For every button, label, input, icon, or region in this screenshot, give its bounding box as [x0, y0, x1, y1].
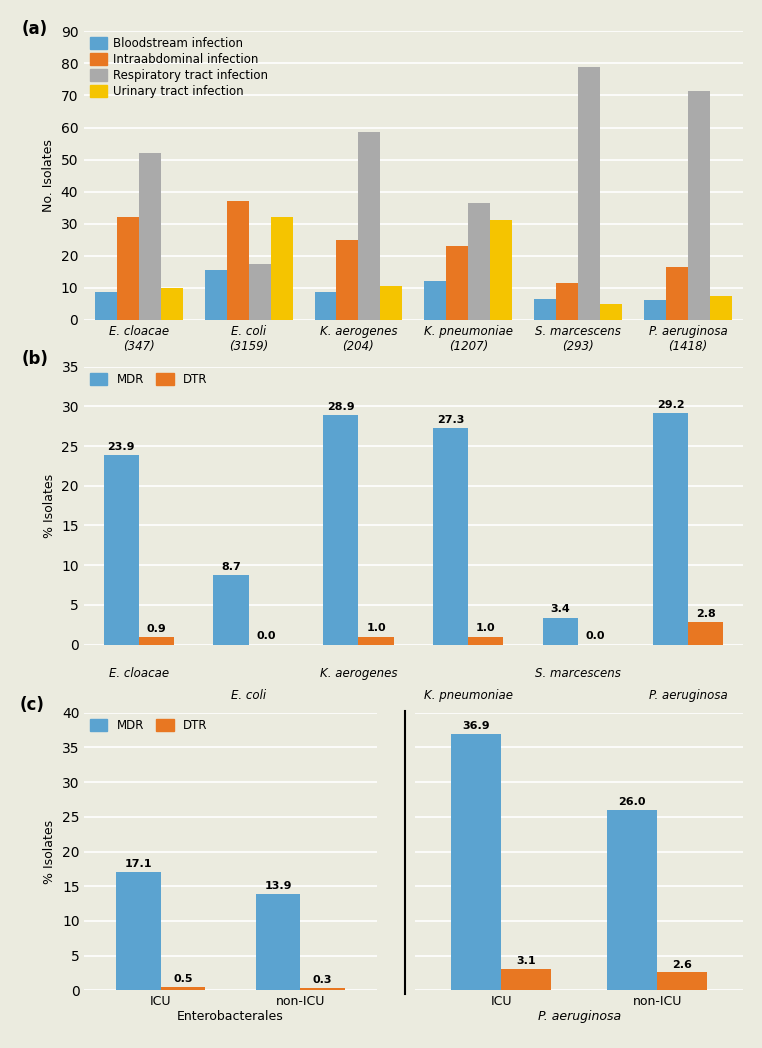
Bar [710, 296, 732, 320]
Bar [323, 415, 358, 645]
Bar [490, 220, 512, 320]
Bar [578, 67, 600, 320]
Text: K. pneumoniae: K. pneumoniae [424, 689, 513, 702]
Text: (a): (a) [21, 20, 47, 38]
Text: 1.0: 1.0 [367, 624, 386, 633]
Text: E. cloacae: E. cloacae [109, 667, 169, 680]
Text: 13.9: 13.9 [264, 881, 292, 891]
Bar [469, 636, 504, 645]
X-axis label: Enterobacterales: Enterobacterales [177, 1010, 284, 1023]
Bar [139, 153, 161, 320]
Text: (b): (b) [21, 350, 48, 368]
Bar [433, 428, 469, 645]
Text: 2.6: 2.6 [672, 960, 692, 969]
Bar [607, 810, 657, 990]
Bar [653, 413, 688, 645]
Bar [534, 299, 556, 320]
Bar [256, 894, 300, 990]
Text: S. marcescens: S. marcescens [535, 667, 621, 680]
Bar [248, 264, 271, 320]
Bar [501, 968, 551, 990]
Text: 36.9: 36.9 [463, 721, 490, 732]
Text: 0.9: 0.9 [146, 625, 166, 634]
Bar [657, 973, 707, 990]
Bar [117, 217, 139, 320]
Text: 26.0: 26.0 [619, 798, 646, 807]
Bar [213, 575, 248, 645]
Bar [469, 202, 490, 320]
Text: K. aerogenes: K. aerogenes [320, 667, 397, 680]
Legend: Bloodstream infection, Intraabdominal infection, Respiratory tract infection, Ur: Bloodstream infection, Intraabdominal in… [90, 38, 268, 99]
Text: 0.0: 0.0 [257, 631, 276, 641]
Bar [161, 287, 183, 320]
X-axis label: P. aeruginosa: P. aeruginosa [537, 1010, 621, 1023]
Bar [600, 304, 622, 320]
Legend: MDR, DTR: MDR, DTR [90, 373, 208, 386]
Text: 27.3: 27.3 [437, 415, 464, 424]
Y-axis label: No. Isolates: No. Isolates [42, 139, 55, 212]
Text: 23.9: 23.9 [107, 441, 135, 452]
Y-axis label: % Isolates: % Isolates [43, 820, 56, 883]
Bar [666, 267, 688, 320]
Bar [447, 246, 469, 320]
Text: (c): (c) [19, 696, 44, 714]
Text: 1.0: 1.0 [476, 624, 496, 633]
Text: 0.3: 0.3 [313, 976, 332, 985]
Text: 0.5: 0.5 [173, 974, 193, 984]
Text: 17.1: 17.1 [124, 859, 152, 869]
Bar [226, 201, 248, 320]
Bar [205, 270, 226, 320]
Text: 8.7: 8.7 [221, 563, 241, 572]
Bar [104, 455, 139, 645]
Bar [139, 637, 174, 645]
Text: 3.4: 3.4 [551, 605, 571, 614]
Bar [271, 217, 293, 320]
Bar [451, 735, 501, 990]
Text: 0.0: 0.0 [586, 631, 606, 641]
Text: 3.1: 3.1 [517, 956, 536, 966]
Bar [543, 617, 578, 645]
Bar [380, 286, 402, 320]
Bar [688, 91, 710, 320]
Bar [358, 132, 380, 320]
Bar [116, 872, 161, 990]
Text: 29.2: 29.2 [657, 399, 684, 410]
Legend: MDR, DTR: MDR, DTR [90, 719, 208, 732]
Bar [161, 987, 206, 990]
Bar [688, 623, 723, 645]
Bar [424, 281, 447, 320]
Text: E. coli: E. coli [231, 689, 266, 702]
Bar [337, 240, 358, 320]
Bar [644, 301, 666, 320]
Text: 2.8: 2.8 [696, 609, 716, 619]
Text: P. aeruginosa: P. aeruginosa [648, 689, 728, 702]
Y-axis label: % Isolates: % Isolates [43, 474, 56, 538]
Text: 28.9: 28.9 [327, 402, 354, 412]
Bar [315, 292, 337, 320]
Bar [94, 292, 117, 320]
Bar [556, 283, 578, 320]
Bar [300, 988, 345, 990]
Bar [358, 636, 394, 645]
